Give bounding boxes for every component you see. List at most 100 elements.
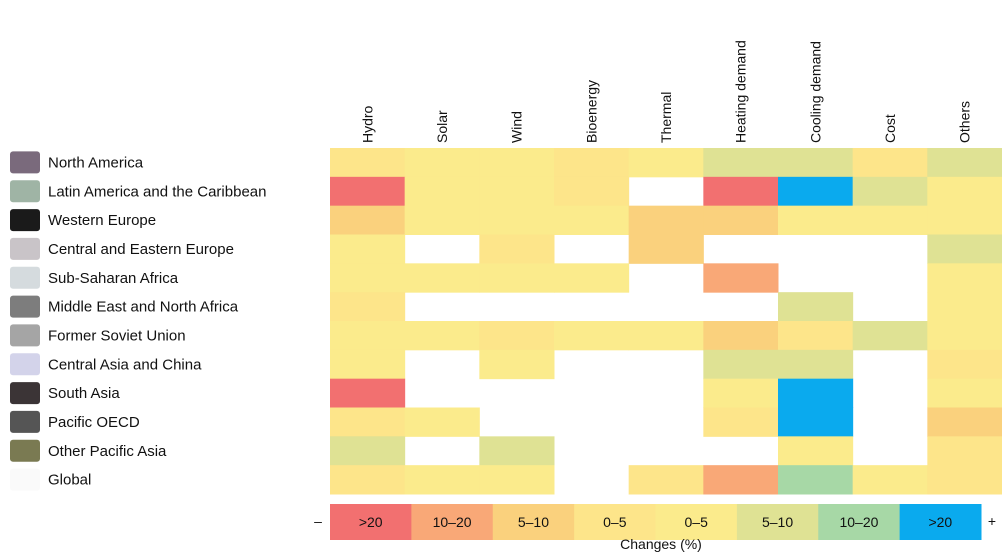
- heatmap-cell: [778, 176, 854, 207]
- heatmap-cell: [852, 465, 928, 495]
- heatmap-cell: [330, 234, 406, 264]
- row-label: Other Pacific Asia: [48, 443, 167, 460]
- column-label: Hydro: [359, 105, 375, 143]
- heatmap-cell: [778, 321, 854, 351]
- legend-box: [818, 504, 901, 540]
- heatmap-cell: [330, 465, 406, 495]
- heatmap-cell: [479, 205, 555, 235]
- column-labels: Hydro Solar Wind Bioenergy Thermal Heating de…: [359, 40, 972, 143]
- heatmap-cell: [852, 205, 928, 235]
- row-label: Middle East and North Africa: [48, 299, 239, 316]
- legend-box: [574, 504, 656, 540]
- heatmap-cell: [927, 465, 1002, 495]
- legend: – >20 10–20 5–10 0–5 0–5 5–10 10–20 >20 + Chang…: [314, 504, 996, 552]
- heatmap-cell: [554, 263, 630, 293]
- row-label: Central and Eastern Europe: [48, 241, 234, 258]
- legend-box: [655, 504, 738, 540]
- region-swatch: [10, 410, 40, 433]
- legend-label: 0–5: [603, 514, 627, 530]
- heatmap-cell: [330, 292, 406, 322]
- row-label: North America: [48, 154, 144, 171]
- heatmap-cell: [778, 378, 854, 408]
- heatmap-cells: [330, 148, 1002, 495]
- row-label: Central Asia and China: [48, 356, 202, 373]
- heatmap-cell: [778, 407, 854, 437]
- heatmap-cell: [479, 349, 555, 380]
- heatmap-cell: [703, 378, 779, 408]
- region-swatch: [10, 209, 40, 232]
- row-label: Former Soviet Union: [48, 327, 186, 344]
- heatmap-cell: [404, 176, 480, 207]
- legend-title: Changes (%): [620, 536, 702, 552]
- region-swatch: [10, 439, 40, 462]
- heatmap-cell: [628, 321, 704, 351]
- heatmap-cell: [554, 148, 630, 178]
- column-label: Solar: [434, 110, 450, 143]
- legend-plus-label: +: [988, 513, 996, 529]
- legend-box: [899, 504, 982, 540]
- legend-label: 5–10: [518, 514, 549, 530]
- heatmap-cell: [852, 148, 928, 178]
- heatmap-cell: [554, 321, 630, 351]
- heatmap-cell: [778, 148, 854, 178]
- legend-boxes: >20 10–20 5–10 0–5 0–5 5–10 10–20 >20: [330, 504, 982, 540]
- heatmap-cell: [703, 205, 779, 235]
- heatmap-cell: [628, 205, 704, 235]
- legend-label: 10–20: [433, 514, 472, 530]
- region-swatch: [10, 295, 40, 318]
- legend-label: 0–5: [685, 514, 709, 530]
- legend-label: 10–20: [839, 514, 878, 530]
- heatmap-cell: [330, 378, 406, 408]
- column-label: Heating demand: [733, 40, 749, 143]
- heatmap-cell: [927, 292, 1002, 322]
- heatmap-cell: [330, 263, 406, 293]
- heatmap-cell: [330, 176, 406, 207]
- heatmap-cell: [628, 148, 704, 178]
- legend-minus-label: –: [314, 513, 322, 529]
- row-label: Sub-Saharan Africa: [48, 270, 179, 287]
- heatmap-cell: [927, 436, 1002, 466]
- heatmap-cell: [479, 263, 555, 293]
- heatmap-cell: [927, 148, 1002, 178]
- column-label: Others: [957, 101, 973, 143]
- heatmap-cell: [703, 321, 779, 351]
- legend-box: [411, 504, 494, 540]
- heatmap-cell: [927, 407, 1002, 437]
- row-label: Western Europe: [48, 212, 156, 229]
- heatmap-cell: [479, 321, 555, 351]
- heatmap-cell: [330, 436, 406, 466]
- heatmap-cell: [404, 148, 480, 178]
- row-label: Pacific OECD: [48, 414, 140, 431]
- row-label: South Asia: [48, 385, 120, 402]
- heatmap-cell: [927, 321, 1002, 351]
- legend-label: >20: [928, 514, 952, 530]
- column-label: Thermal: [658, 92, 674, 143]
- heatmap-cell: [330, 205, 406, 235]
- region-swatch: [10, 237, 40, 260]
- heatmap-cell: [778, 292, 854, 322]
- heatmap-cell: [852, 176, 928, 207]
- heatmap-cell: [330, 349, 406, 380]
- heatmap-cell: [479, 234, 555, 264]
- column-label: Cooling demand: [807, 41, 823, 143]
- heatmap-cell: [479, 148, 555, 178]
- column-label: Bioenergy: [583, 80, 599, 143]
- heatmap-cell: [479, 465, 555, 495]
- legend-box: [736, 504, 819, 540]
- region-swatch: [10, 468, 40, 491]
- heatmap-cell: [479, 176, 555, 207]
- legend-box: [492, 504, 575, 540]
- heatmap-cell: [404, 465, 480, 495]
- heatmap-cell: [778, 205, 854, 235]
- heatmap-cell: [330, 148, 406, 178]
- region-swatch: [10, 353, 40, 376]
- heatmap-cell: [927, 205, 1002, 235]
- row-label: Latin America and the Caribbean: [48, 183, 266, 200]
- heatmap-cell: [404, 407, 480, 437]
- region-swatch: [10, 382, 40, 405]
- heatmap-cell: [927, 176, 1002, 207]
- heatmap-cell: [778, 465, 854, 495]
- heatmap-cell: [554, 176, 630, 207]
- heatmap-cell: [479, 436, 555, 466]
